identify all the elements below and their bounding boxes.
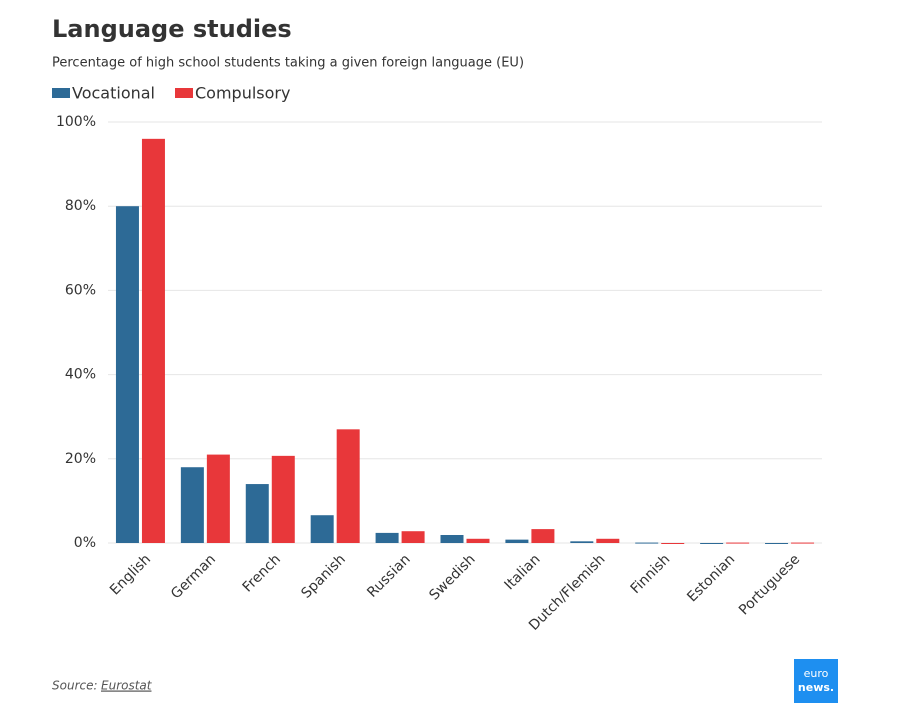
logo[interactable]: euro news. — [794, 659, 838, 703]
bar — [271, 455, 295, 543]
bar — [596, 538, 620, 543]
bar — [791, 542, 815, 544]
chart-subtitle: Percentage of high school students takin… — [52, 56, 524, 71]
bar — [245, 484, 269, 543]
legend-label: Vocational — [72, 84, 155, 103]
logo-text: euro — [804, 667, 829, 680]
source-link[interactable]: Eurostat — [101, 679, 153, 693]
x-tick-label: French — [240, 551, 284, 595]
bar — [700, 543, 724, 544]
x-tick-label: Swedish — [426, 551, 478, 603]
bar — [765, 543, 789, 544]
bar — [661, 543, 685, 544]
logo-text: news. — [798, 681, 834, 694]
legend-label: Compulsory — [195, 84, 290, 103]
y-tick-label: 0% — [74, 535, 96, 551]
y-tick-label: 20% — [65, 451, 96, 467]
bar — [310, 515, 334, 543]
bar — [206, 454, 230, 543]
bar — [505, 539, 529, 543]
bar — [531, 529, 555, 543]
legend-swatch — [52, 88, 70, 98]
y-tick-label: 60% — [65, 282, 96, 298]
x-tick-label: Spanish — [298, 551, 348, 601]
legend-swatch — [175, 88, 193, 98]
source-label: Source: — [52, 679, 98, 693]
x-tick-label: English — [107, 551, 154, 598]
y-tick-label: 40% — [65, 367, 96, 383]
bar — [115, 206, 139, 543]
bar — [180, 467, 204, 543]
x-tick-label: Estonian — [684, 551, 738, 605]
bar — [336, 429, 360, 543]
bar — [635, 542, 659, 544]
x-tick-label: Italian — [502, 551, 544, 593]
x-tick-label: Portuguese — [736, 551, 803, 618]
bar — [726, 542, 750, 544]
x-tick-label: Finnish — [628, 551, 674, 597]
bar — [141, 138, 165, 543]
bar — [401, 531, 425, 543]
logo-box — [794, 659, 838, 703]
bar — [440, 535, 464, 543]
bar — [466, 538, 490, 543]
x-tick-label: German — [168, 551, 219, 602]
chart-title: Language studies — [52, 15, 292, 43]
y-tick-label: 80% — [65, 198, 96, 214]
bar — [570, 541, 594, 543]
x-tick-label: Russian — [364, 551, 413, 600]
bar — [375, 532, 399, 543]
y-tick-label: 100% — [56, 114, 96, 130]
